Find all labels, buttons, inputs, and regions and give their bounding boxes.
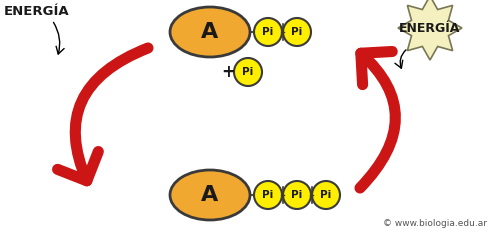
Text: Pi: Pi [292, 27, 303, 37]
Text: Pi: Pi [292, 190, 303, 200]
Text: ENERGÍA: ENERGÍA [4, 5, 70, 18]
Ellipse shape [170, 7, 250, 57]
Circle shape [283, 181, 311, 209]
Text: Pi: Pi [262, 27, 273, 37]
Text: A: A [201, 22, 219, 42]
Text: Pi: Pi [262, 190, 273, 200]
Text: Pi: Pi [243, 67, 254, 77]
FancyArrowPatch shape [53, 22, 64, 54]
Ellipse shape [170, 170, 250, 220]
Circle shape [254, 18, 282, 46]
FancyArrowPatch shape [58, 48, 148, 181]
Text: © www.biologia.edu.ar: © www.biologia.edu.ar [383, 219, 487, 228]
Circle shape [234, 58, 262, 86]
FancyArrowPatch shape [395, 50, 406, 68]
Circle shape [312, 181, 340, 209]
FancyArrowPatch shape [360, 51, 395, 188]
Circle shape [283, 18, 311, 46]
Circle shape [254, 181, 282, 209]
Text: A: A [201, 185, 219, 205]
Polygon shape [398, 0, 462, 60]
Text: Pi: Pi [320, 190, 332, 200]
Text: +: + [221, 63, 235, 81]
Text: ENERGÍA: ENERGÍA [399, 21, 461, 34]
